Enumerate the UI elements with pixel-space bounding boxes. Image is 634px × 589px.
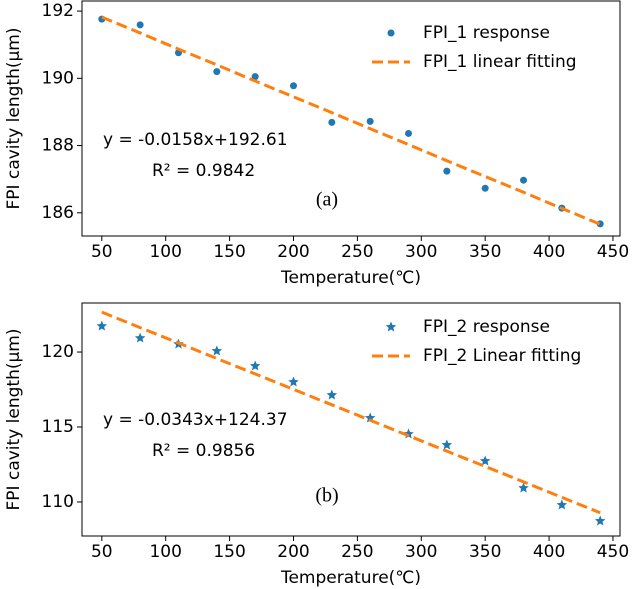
point (288, 376, 299, 387)
point (136, 21, 144, 29)
point (326, 389, 338, 400)
x-tick-label: 250 (341, 242, 373, 262)
point (289, 82, 297, 90)
point (328, 118, 336, 126)
y-tick-label: 186 (42, 203, 74, 223)
y-tick-label: 115 (42, 417, 74, 437)
x-axis-label: Temperature(℃) (280, 268, 421, 288)
x-tick-label: 100 (149, 542, 181, 562)
annotation: y = -0.0343x+124.37 (103, 410, 288, 430)
x-tick-label: 450 (597, 242, 629, 262)
x-tick-label: 400 (533, 542, 565, 562)
x-tick-label: 50 (91, 542, 113, 562)
annotation: R² = 0.9856 (152, 441, 255, 461)
x-tick-label: 200 (277, 242, 309, 262)
plot-frame (81, 302, 621, 537)
x-tick-label: 150 (213, 242, 245, 262)
y-tick-label: 120 (42, 342, 74, 362)
point (443, 167, 451, 175)
x-tick-label: 100 (149, 242, 181, 262)
point (251, 73, 259, 81)
point (405, 129, 413, 137)
point (520, 176, 528, 184)
point (366, 117, 374, 125)
annotation: y = -0.0158x+192.61 (103, 130, 288, 150)
point (249, 360, 261, 371)
x-tick-label: 300 (405, 242, 437, 262)
x-tick-label: 250 (341, 542, 373, 562)
x-tick-label: 300 (405, 542, 437, 562)
point (594, 515, 606, 526)
panel-label: (a) (316, 189, 338, 211)
point (441, 439, 453, 450)
x-axis-label: Temperature(℃) (280, 568, 421, 588)
x-tick-label: 400 (533, 242, 565, 262)
point (479, 455, 491, 466)
y-tick-label: 190 (42, 68, 74, 88)
y-tick-label: 110 (42, 492, 74, 512)
fit-line (101, 310, 601, 515)
point (481, 184, 489, 192)
point (518, 482, 529, 493)
point (134, 332, 146, 343)
annotation: R² = 0.9842 (152, 161, 255, 181)
x-tick-label: 150 (213, 542, 245, 562)
fit-line (101, 15, 601, 226)
y-tick-label: 192 (42, 1, 74, 21)
y-axis-label: FPI cavity length(μm) (4, 28, 24, 210)
legend-label: FPI_1 linear fitting (423, 52, 577, 72)
point (556, 499, 568, 510)
panel-label: (b) (315, 485, 338, 507)
legend-label: FPI_1 response (423, 23, 550, 43)
y-tick-label: 188 (42, 136, 74, 156)
point (96, 320, 108, 331)
plot-frame (81, 0, 621, 237)
x-tick-label: 200 (277, 542, 309, 562)
x-tick-label: 350 (469, 542, 501, 562)
y-axis-label: FPI cavity length(μm) (4, 329, 24, 511)
point (213, 68, 221, 76)
legend-label: FPI_2 Linear fitting (423, 346, 581, 366)
legend-swatch (387, 29, 395, 37)
point (211, 345, 223, 356)
legend-label: FPI_2 response (423, 317, 550, 337)
x-tick-label: 50 (91, 242, 113, 262)
x-tick-label: 450 (597, 542, 629, 562)
legend-swatch (385, 321, 397, 332)
x-tick-label: 350 (469, 242, 501, 262)
